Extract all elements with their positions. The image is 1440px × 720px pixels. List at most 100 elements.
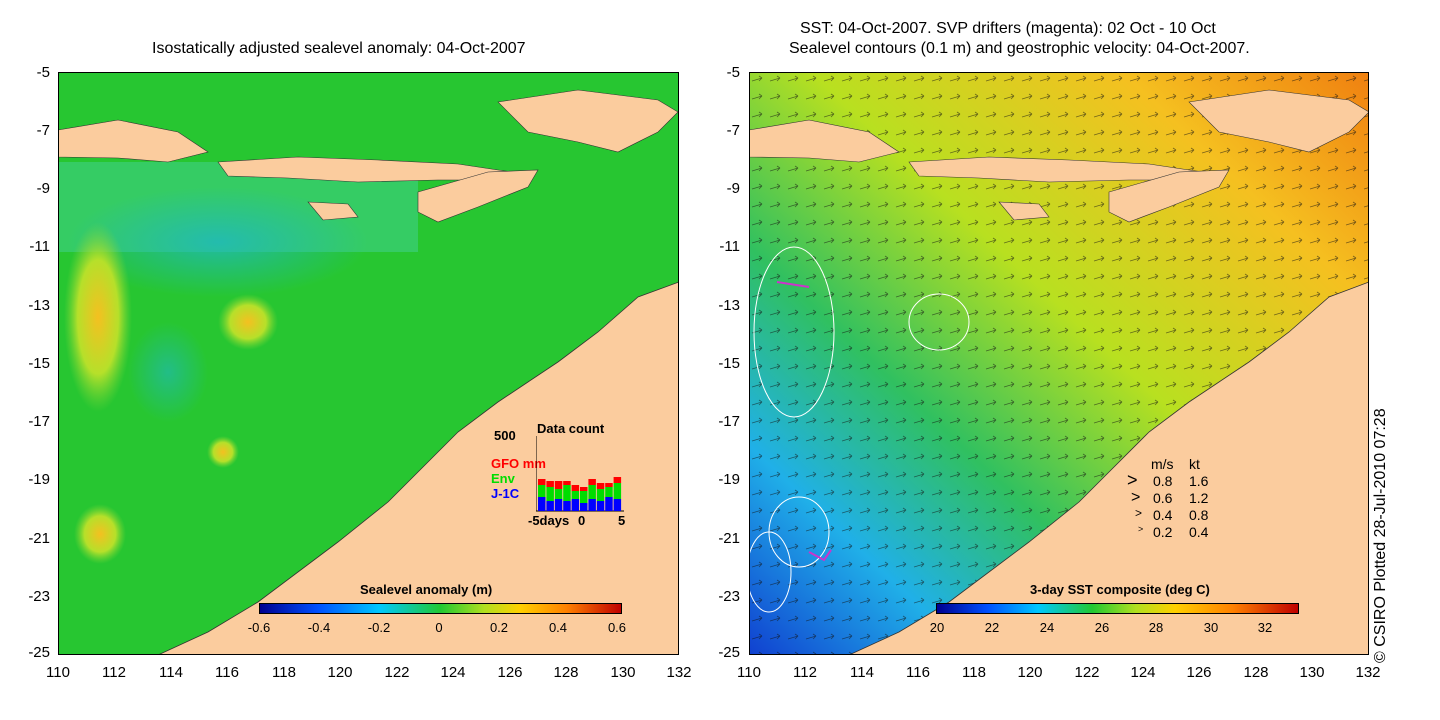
left-colorbar-tick: -0.6 — [247, 620, 271, 635]
count-bar-segment — [571, 499, 580, 511]
banda-islands — [1188, 89, 1369, 153]
left-x-tick: 130 — [610, 664, 636, 681]
timor-island — [1108, 169, 1230, 223]
sealevel-contour — [753, 246, 835, 418]
right-x-tick: 126 — [1186, 664, 1212, 681]
count-bar-segment — [605, 483, 613, 487]
data-count-bars — [536, 436, 624, 512]
left-y-tick: -13 — [28, 297, 50, 314]
data-count-ymax: 500 — [494, 428, 516, 443]
right-y-tick: -9 — [726, 180, 740, 197]
left-colorbar-tick: 0.4 — [548, 620, 568, 635]
right-y-tick: -25 — [718, 644, 740, 661]
count-bar-segment — [546, 487, 554, 501]
velocity-row-ms: 0.6 — [1153, 490, 1173, 506]
left-colorbar-tick: 0.6 — [607, 620, 627, 635]
count-bar-segment — [538, 485, 546, 497]
right-y-tick: -23 — [718, 588, 740, 605]
right-y-tick: -11 — [719, 238, 740, 255]
velocity-row-ms: 0.2 — [1153, 524, 1173, 540]
count-bar-segment — [546, 481, 554, 487]
left-y-tick: -7 — [36, 122, 50, 139]
right-y-tick: -21 — [718, 530, 740, 547]
right-y-tick: -19 — [718, 471, 740, 488]
right-map-title-line2: Sealevel contours (0.1 m) and geostrophi… — [789, 40, 1250, 57]
right-x-tick: 114 — [850, 664, 874, 681]
velocity-row-ms: 0.8 — [1153, 473, 1173, 489]
frame — [58, 72, 679, 655]
right-colorbar-gradient — [936, 603, 1299, 614]
sumba-island — [998, 201, 1050, 221]
velocity-arrow-icon: > — [1138, 524, 1144, 534]
australia-coast — [157, 281, 679, 655]
right-colorbar-tick: 20 — [929, 620, 945, 635]
left-x-tick: 124 — [440, 664, 466, 681]
count-bar-segment — [554, 499, 563, 511]
velocity-arrow-icon: > — [1127, 470, 1138, 490]
count-bar-segment — [613, 483, 622, 499]
count-bar-segment — [546, 501, 554, 511]
count-bar-segment — [580, 487, 588, 491]
series-label-gfo: GFO mm — [491, 456, 546, 471]
count-bar-segment — [588, 485, 596, 499]
right-x-tick: 116 — [906, 664, 930, 681]
left-x-tick: 132 — [666, 664, 692, 681]
right-x-tick: 128 — [1243, 664, 1269, 681]
count-bar-segment — [563, 481, 571, 485]
warm-anomaly-4 — [207, 436, 239, 468]
sealevel-contour — [749, 531, 792, 613]
right-map-title-line1: SST: 04-Oct-2007. SVP drifters (magenta)… — [800, 20, 1216, 37]
velocity-arrow-icon: > — [1135, 506, 1143, 520]
left-x-tick: 110 — [46, 664, 70, 681]
count-bar-segment — [605, 487, 613, 497]
left-y-tick: -15 — [28, 355, 50, 372]
velocity-header-kt: kt — [1189, 456, 1200, 472]
data-count-x-left: -5days — [528, 513, 570, 528]
left-y-tick: -17 — [28, 413, 50, 430]
sealevel-contour — [908, 293, 970, 351]
right-x-tick: 118 — [962, 664, 986, 681]
sumba-island — [307, 201, 359, 221]
right-y-tick: -17 — [718, 413, 740, 430]
right-colorbar-tick: 24 — [1039, 620, 1055, 635]
timor-island — [417, 169, 539, 223]
banda-islands — [497, 89, 679, 153]
velocity-row-ms: 0.4 — [1153, 507, 1173, 523]
count-bar-segment — [613, 499, 622, 511]
cool-anomaly-2 — [128, 322, 208, 422]
left-x-tick: 114 — [159, 664, 183, 681]
right-x-tick: 120 — [1017, 664, 1043, 681]
left-y-tick: -21 — [28, 530, 50, 547]
velocity-header-ms: m/s — [1151, 456, 1174, 472]
svp-drifter-track — [808, 549, 832, 562]
java-island — [58, 119, 209, 163]
count-bar-segment — [538, 479, 546, 485]
left-x-tick: 126 — [497, 664, 523, 681]
copyright-note: © CSIRO Plotted 28-Jul-2010 07:28 — [1372, 408, 1389, 663]
count-bar-segment — [605, 497, 613, 511]
left-x-tick: 116 — [215, 664, 239, 681]
count-bar-segment — [613, 477, 622, 483]
right-x-tick: 110 — [737, 664, 761, 681]
count-bar-segment — [563, 501, 571, 511]
count-bar-segment — [554, 489, 563, 499]
right-colorbar-tick: 30 — [1203, 620, 1219, 635]
velocity-row-kt: 1.6 — [1189, 473, 1209, 489]
left-x-tick: 128 — [553, 664, 579, 681]
left-x-tick: 122 — [384, 664, 410, 681]
left-map-title: Isostatically adjusted sealevel anomaly:… — [152, 40, 526, 57]
frame — [749, 72, 1369, 655]
left-y-tick: -11 — [29, 238, 50, 255]
right-y-tick: -7 — [726, 122, 740, 139]
left-colorbar-tick: -0.4 — [307, 620, 331, 635]
left-y-tick: -19 — [28, 471, 50, 488]
left-colorbar-gradient — [259, 603, 622, 614]
count-bar-segment — [596, 489, 605, 501]
right-colorbar-title: 3-day SST composite (deg C) — [1030, 582, 1210, 597]
count-bar-segment — [588, 499, 596, 511]
left-x-tick: 118 — [272, 664, 296, 681]
count-bar-segment — [554, 481, 563, 489]
data-count-x-right: 5 — [618, 513, 626, 528]
velocity-row-kt: 0.8 — [1189, 507, 1209, 523]
right-y-tick: -5 — [726, 64, 740, 81]
